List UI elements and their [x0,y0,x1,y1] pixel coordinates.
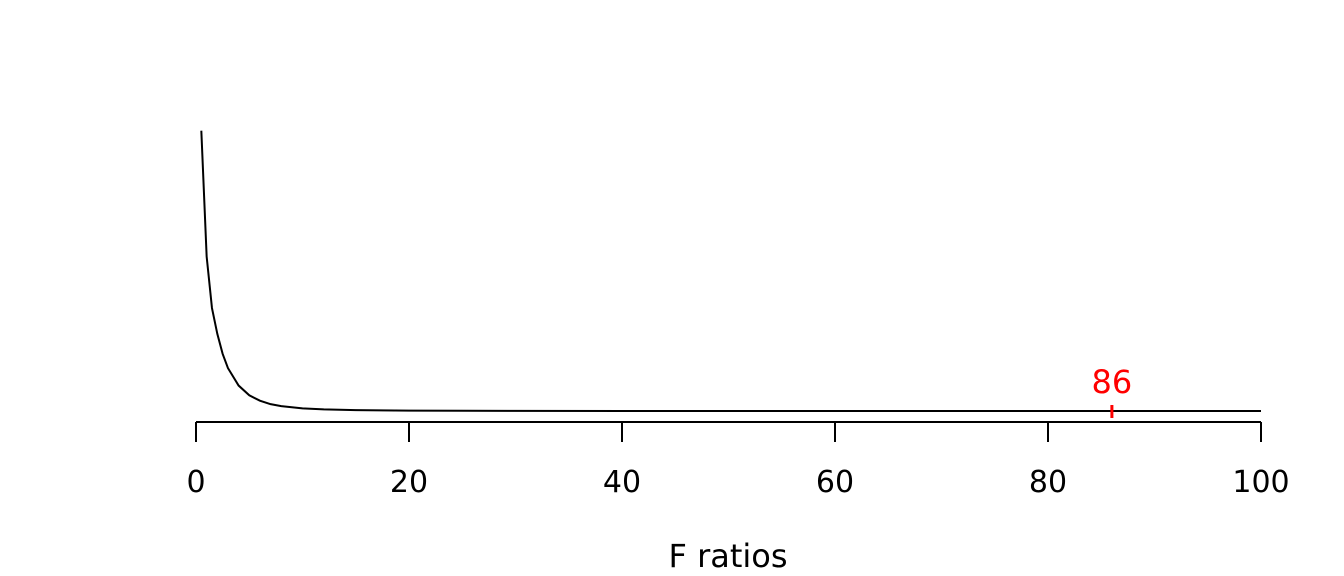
x-tick-label: 80 [1029,465,1067,500]
x-axis: 0 20 40 60 80 100 [186,421,1290,500]
x-tick-label: 0 [186,465,205,500]
x-tick-label: 20 [390,465,428,500]
density-curve-line [200,130,1261,412]
plot-area: 86 [200,130,1261,418]
x-tick-label: 40 [603,465,641,500]
x-tick-label: 60 [816,465,854,500]
x-tick-label: 100 [1232,465,1289,500]
observed-value-label: 86 [1092,363,1133,401]
x-axis-title: F ratios [668,537,787,575]
